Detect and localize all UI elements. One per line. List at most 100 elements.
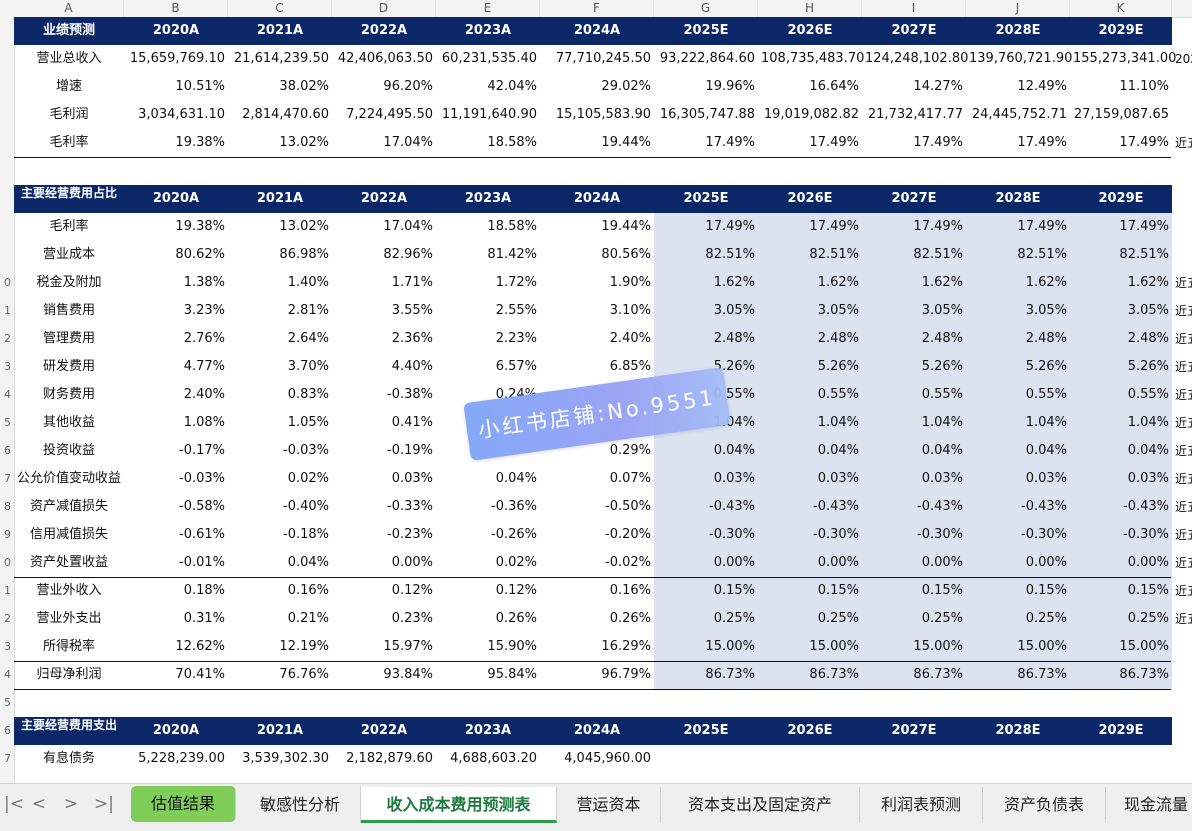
value-cell[interactable]: 70.41%	[175, 667, 225, 682]
tab-income-statement-forecast[interactable]: 利润表预测	[860, 787, 983, 823]
value-cell[interactable]: 1.08%	[183, 415, 225, 430]
value-cell[interactable]: 76.76%	[279, 667, 329, 682]
spreadsheet-grid[interactable]: 业绩预测 2020A 2021A 2022A 2023A 2024A 2025E 2026E 2…	[14, 17, 1192, 783]
value-cell[interactable]: -0.02%	[605, 555, 651, 570]
value-cell[interactable]: 5.26%	[1127, 359, 1169, 374]
value-cell[interactable]: 86.73%	[1119, 667, 1169, 682]
row-label[interactable]: 信用减值损失	[29, 527, 108, 542]
tab-capex-fixed-assets[interactable]: 资本支出及固定资产	[661, 787, 860, 823]
value-cell[interactable]: 17.49%	[705, 135, 755, 150]
value-cell[interactable]	[758, 745, 862, 773]
value-cell[interactable]: 2.48%	[817, 331, 859, 346]
row-number[interactable]: 3	[4, 640, 11, 653]
value-cell[interactable]: 19,019,082.82	[763, 107, 859, 122]
value-cell[interactable]: 0.12%	[495, 583, 537, 598]
section2-year-header[interactable]: 2029E	[1098, 191, 1144, 206]
value-cell[interactable]: 0.00%	[921, 555, 963, 570]
value-cell[interactable]: 0.83%	[287, 387, 329, 402]
value-cell[interactable]: 82.51%	[809, 247, 859, 262]
value-cell[interactable]: 0.00%	[391, 555, 433, 570]
value-cell[interactable]: 13.02%	[279, 135, 329, 150]
row-label[interactable]: 资产减值损失	[29, 499, 108, 514]
value-cell[interactable]: 1.05%	[287, 415, 329, 430]
value-cell[interactable]: 2.64%	[287, 331, 329, 346]
value-cell[interactable]: 7,224,495.50	[346, 107, 433, 122]
section2-title[interactable]: 主要经营费用占比	[20, 186, 117, 200]
value-cell[interactable]: -0.43%	[1021, 499, 1067, 514]
value-cell[interactable]: 1.62%	[1025, 275, 1067, 290]
section1-year-header[interactable]: 2026E	[787, 23, 833, 38]
section2-year-header[interactable]: 2024A	[573, 191, 621, 206]
tab-valuation-result[interactable]: 估值结果	[131, 786, 236, 822]
value-cell[interactable]: 2.23%	[495, 331, 537, 346]
value-cell[interactable]: 0.55%	[921, 387, 963, 402]
value-cell[interactable]: 0.55%	[1025, 387, 1067, 402]
section3-year-header[interactable]: 2020A	[152, 723, 200, 738]
row-label[interactable]: 归母净利润	[36, 667, 102, 682]
value-cell[interactable]: 80.56%	[601, 247, 651, 262]
value-cell[interactable]: 1.04%	[921, 415, 963, 430]
row-label[interactable]: 研发费用	[42, 359, 95, 374]
value-cell[interactable]	[1070, 745, 1172, 773]
row-number[interactable]: 3	[4, 360, 11, 373]
value-cell[interactable]: 19.96%	[705, 79, 755, 94]
value-cell[interactable]: -0.43%	[813, 499, 859, 514]
section3-year-header[interactable]: 2024A	[573, 723, 621, 738]
value-cell[interactable]: 21,732,417.77	[867, 107, 963, 122]
value-cell[interactable]: 18.58%	[487, 135, 537, 150]
value-cell[interactable]: -0.18%	[283, 527, 329, 542]
section2-year-header[interactable]: 2028E	[995, 191, 1041, 206]
value-cell[interactable]: 3.10%	[609, 303, 651, 318]
row-label[interactable]: 毛利率	[49, 219, 89, 234]
value-cell[interactable]: 0.55%	[1127, 387, 1169, 402]
value-cell[interactable]: 13.02%	[279, 219, 329, 234]
value-cell[interactable]: 2.40%	[183, 387, 225, 402]
value-cell[interactable]: 27,159,087.65	[1073, 107, 1169, 122]
section1-year-header[interactable]: 2027E	[891, 23, 937, 38]
section1-year-header[interactable]: 2029E	[1098, 23, 1144, 38]
value-cell[interactable]: -0.20%	[605, 527, 651, 542]
row-label[interactable]: 其他收益	[42, 415, 95, 430]
section1-title[interactable]: 业绩预测	[42, 23, 95, 38]
value-cell[interactable]: 3,539,302.30	[242, 751, 329, 766]
value-cell[interactable]: 42,406,063.50	[337, 51, 433, 66]
section1-year-header[interactable]: 2022A	[360, 23, 408, 38]
value-cell[interactable]: 0.18%	[183, 583, 225, 598]
value-cell[interactable]: 16.29%	[601, 639, 651, 654]
value-cell[interactable]: 15.00%	[705, 639, 755, 654]
row-number[interactable]: 6	[4, 444, 11, 457]
value-cell[interactable]: 16,305,747.88	[659, 107, 755, 122]
column-header-i[interactable]: I	[862, 0, 966, 17]
value-cell[interactable]: 3.05%	[817, 303, 859, 318]
value-cell[interactable]: 3.55%	[391, 303, 433, 318]
value-cell[interactable]: -0.30%	[709, 527, 755, 542]
value-cell[interactable]: 0.15%	[817, 583, 859, 598]
column-header-g[interactable]: G	[654, 0, 758, 17]
value-cell[interactable]: 3,034,631.10	[138, 107, 225, 122]
column-header-b[interactable]: B	[124, 0, 228, 17]
value-cell[interactable]: 108,735,483.70	[761, 51, 865, 66]
value-cell[interactable]: 15,105,583.90	[555, 107, 651, 122]
value-cell[interactable]: 15.00%	[913, 639, 963, 654]
row-label[interactable]: 增速	[55, 79, 82, 94]
value-cell[interactable]: 0.15%	[713, 583, 755, 598]
first-sheet-icon[interactable]: |<	[4, 794, 24, 814]
value-cell[interactable]: 0.31%	[183, 611, 225, 626]
row-label[interactable]: 销售费用	[42, 303, 95, 318]
value-cell[interactable]: 86.98%	[279, 247, 329, 262]
section3-year-header[interactable]: 2025E	[683, 723, 729, 738]
row-number[interactable]: 2	[4, 332, 11, 345]
next-sheet-icon[interactable]: >	[63, 794, 79, 814]
value-cell[interactable]: 2,814,470.60	[242, 107, 329, 122]
section2-year-header[interactable]: 2021A	[256, 191, 304, 206]
value-cell[interactable]: 17.49%	[1017, 135, 1067, 150]
section3-year-header[interactable]: 2021A	[256, 723, 304, 738]
value-cell[interactable]: 0.12%	[391, 583, 433, 598]
value-cell[interactable]: 86.73%	[809, 667, 859, 682]
value-cell[interactable]: 0.16%	[609, 583, 651, 598]
section2-year-header[interactable]: 2025E	[683, 191, 729, 206]
value-cell[interactable]: 0.25%	[713, 611, 755, 626]
value-cell[interactable]: 6.57%	[495, 359, 537, 374]
value-cell[interactable]: 0.02%	[287, 471, 329, 486]
section3-title[interactable]: 主要经营费用支出	[20, 718, 117, 732]
